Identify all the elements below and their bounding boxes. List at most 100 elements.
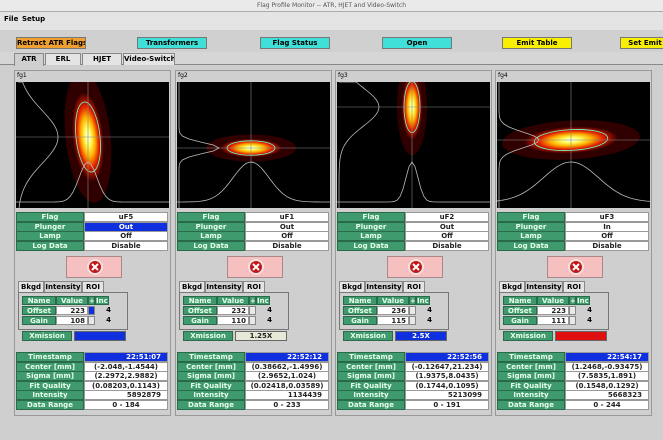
sub-tab[interactable]: ROI [403,281,425,292]
flag-label: Flag [337,212,405,222]
info-value: (0.08203,0.1143) [84,381,168,391]
param-value[interactable]: 236 [377,306,409,315]
param-header: Name [183,296,217,305]
info-label: Fit Quality [16,381,84,391]
param-name: Gain [22,316,56,325]
info-value: (2.2972,2.9882) [84,371,168,381]
info-value: 0 - 191 [405,400,489,410]
info-label: Intensity [177,390,245,400]
param-spin[interactable] [569,306,576,315]
param-incr[interactable]: 4 [256,306,272,315]
sub-tab[interactable]: Intensity [44,281,82,292]
flag-label: Plunger [497,222,565,232]
panel-name: fg2 [178,71,208,81]
param-name: Offset [343,306,377,315]
info-label: Fit Quality [177,381,245,391]
sub-tab[interactable]: Bkgd [499,281,525,292]
flag-value: Disable [245,241,329,251]
tab[interactable]: Video-Switch [123,53,175,65]
param-incr[interactable]: 4 [95,316,111,325]
menu-item[interactable]: File [4,15,24,25]
flag-value: Off [565,231,649,241]
param-spin[interactable] [249,316,256,325]
param-value[interactable]: 115 [377,316,409,325]
info-label: Timestamp [177,352,245,362]
param-incr[interactable]: 4 [576,306,592,315]
menu-bar [0,12,663,30]
flag-value: Off [405,231,489,241]
beam-image [497,82,650,208]
beam-image [337,82,490,208]
flag-label: Log Data [177,241,245,251]
info-label: Sigma [mm] [177,371,245,381]
menu-item[interactable]: Setup [22,15,50,25]
sub-tab[interactable]: Intensity [365,281,403,292]
param-spin[interactable] [249,306,256,315]
param-header: Name [343,296,377,305]
info-value: 22:51:07 [84,352,168,362]
info-label: Intensity [16,390,84,400]
param-incr[interactable]: 4 [256,316,272,325]
xmission-value[interactable] [555,331,607,341]
param-incr[interactable]: 4 [416,316,432,325]
close-icon [408,259,424,275]
xmission-value[interactable] [74,331,126,341]
app-window: Flag Profile Monitor -- ATR, HJET and Vi… [0,0,663,440]
y-profile [339,82,379,208]
sub-tab[interactable]: ROI [563,281,585,292]
x-profile [337,162,490,202]
param-header: + [249,296,256,305]
x-profile [177,162,330,202]
close-icon [248,259,264,275]
info-value: (2.9652,1.024) [245,371,329,381]
param-incr[interactable]: 4 [95,306,111,315]
tab[interactable]: ERL [45,53,81,65]
info-value: 22:52:12 [245,352,329,362]
sub-tab[interactable]: ROI [243,281,265,292]
param-incr[interactable]: 4 [416,306,432,315]
param-value[interactable]: 223 [56,306,88,315]
sub-tab[interactable]: Bkgd [339,281,365,292]
flag-label: Plunger [337,222,405,232]
info-label: Timestamp [497,352,565,362]
sub-tab[interactable]: ROI [82,281,104,292]
flag-label: Lamp [497,231,565,241]
param-value[interactable]: 232 [217,306,249,315]
param-spin[interactable] [409,316,416,325]
param-spin[interactable] [88,306,95,315]
tab[interactable]: HJET [82,53,122,65]
param-spin[interactable] [569,316,576,325]
window-title: Flag Profile Monitor -- ATR, HJET and Vi… [0,0,663,12]
info-label: Fit Quality [337,381,405,391]
xmission-value[interactable]: 1.25X [235,331,287,341]
param-value[interactable]: 110 [217,316,249,325]
flag-label: Log Data [337,241,405,251]
param-spin[interactable] [409,306,416,315]
sub-tab[interactable]: Bkgd [179,281,205,292]
toolbar-button[interactable]: Retract ATR Flags [16,37,86,49]
param-value[interactable]: 223 [537,306,569,315]
param-spin[interactable] [88,316,95,325]
param-incr[interactable]: 4 [576,316,592,325]
param-value[interactable]: 111 [537,316,569,325]
toolbar-button[interactable]: Set Emit [620,37,663,49]
xmission-label: Xmission [503,331,553,341]
param-name: Gain [183,316,217,325]
xmission-value[interactable]: 2.5X [395,331,447,341]
tab[interactable]: ATR [14,53,44,66]
x-profile [497,162,650,202]
toolbar-button[interactable]: Emit Table [502,37,572,49]
flag-value: uF5 [84,212,168,222]
flag-label: Lamp [177,231,245,241]
info-label: Data Range [16,400,84,410]
info-label: Data Range [497,400,565,410]
param-value[interactable]: 108 [56,316,88,325]
sub-tab[interactable]: Bkgd [18,281,44,292]
sub-tab[interactable]: Intensity [525,281,563,292]
param-name: Gain [503,316,537,325]
sub-tab[interactable]: Intensity [205,281,243,292]
toolbar-button[interactable]: Open [382,37,452,49]
info-value: (-2.048,-1.4544) [84,362,168,372]
toolbar-button[interactable]: Transformers [137,37,207,49]
toolbar-button[interactable]: Flag Status [260,37,330,49]
